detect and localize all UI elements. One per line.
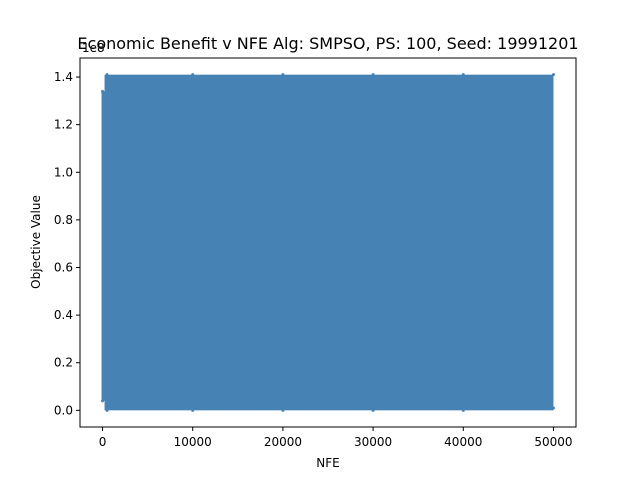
y-axis-label: Objective Value (29, 195, 43, 289)
y-tick-label: 0.6 (54, 260, 73, 274)
chart-title: Economic Benefit v NFE Alg: SMPSO, PS: 1… (77, 34, 578, 53)
y-tick-label: 0.8 (54, 213, 73, 227)
x-axis-label: NFE (316, 456, 339, 470)
y-tick-label: 0.4 (54, 308, 73, 322)
y-axis: 0.0 0.2 0.4 0.6 0.8 1.0 1.2 1.4 (54, 70, 80, 417)
y-tick-label: 0.2 (54, 356, 73, 370)
axes-frame (79, 57, 577, 428)
scatter-point (105, 73, 109, 77)
y-tick-label: 1.0 (54, 165, 73, 179)
scatter-point (281, 408, 285, 412)
scatter-point (281, 73, 285, 77)
scatter-point (191, 408, 195, 412)
x-tick-label: 20000 (264, 435, 302, 449)
scatter-point (551, 406, 555, 410)
y-tick-label: 1.4 (54, 70, 73, 84)
x-tick-label: 0 (99, 435, 107, 449)
y-offset-label: 1e8 (82, 41, 105, 55)
scatter-band (104, 74, 554, 411)
x-tick-label: 30000 (354, 435, 392, 449)
scatter-point (371, 408, 375, 412)
scatter-point (371, 73, 375, 77)
scatter-point (551, 73, 555, 77)
y-tick-label: 0.0 (54, 403, 73, 417)
scatter-point (105, 408, 109, 412)
scatter-point (191, 73, 195, 77)
scatter-band-early (101, 91, 106, 401)
scatter-point (461, 408, 465, 412)
scatter-point (101, 89, 105, 93)
scatter-point (461, 73, 465, 77)
scatter-point (101, 399, 105, 403)
series-0 (101, 73, 555, 412)
y-tick-label: 1.2 (54, 118, 73, 132)
x-tick-label: 40000 (444, 435, 482, 449)
x-tick-label: 10000 (174, 435, 212, 449)
x-tick-label: 50000 (534, 435, 572, 449)
x-axis: 0 10000 20000 30000 40000 50000 (99, 427, 573, 449)
plot-area (101, 73, 555, 412)
